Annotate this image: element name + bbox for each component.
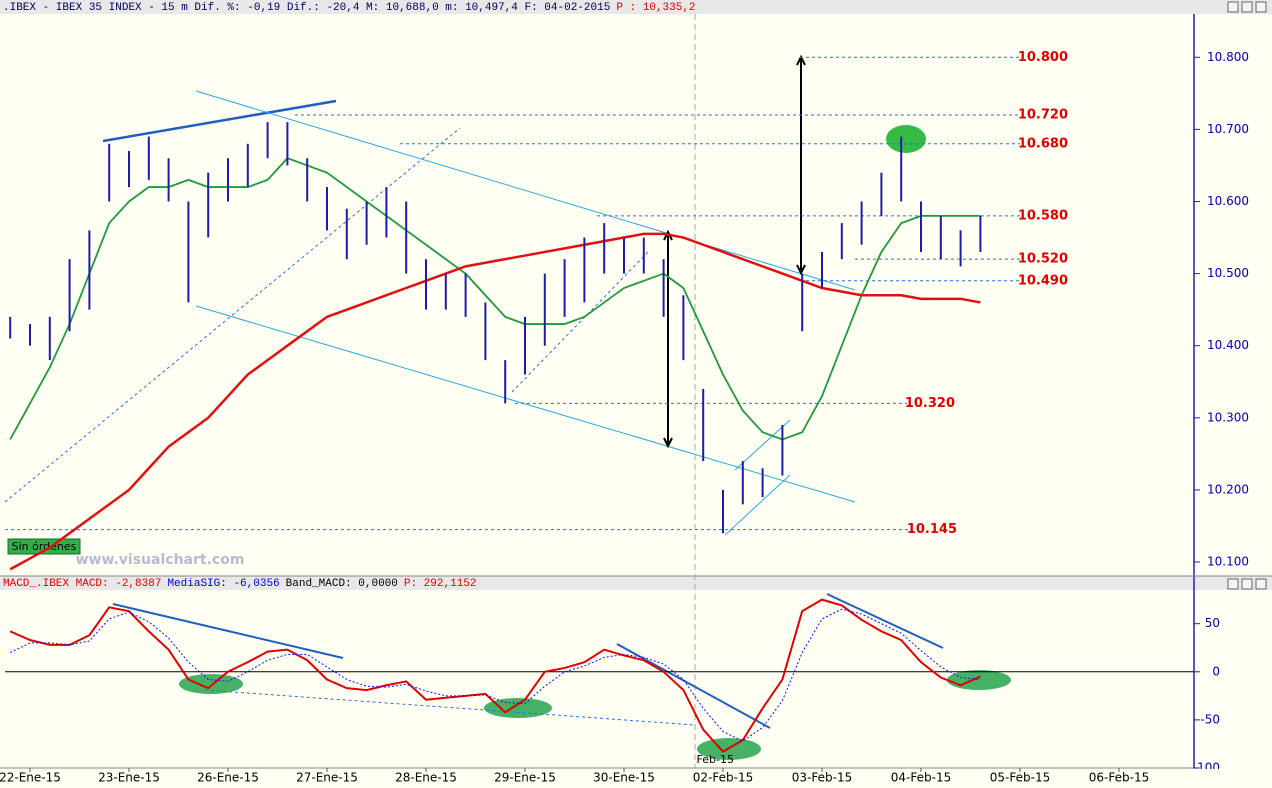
channel-line [734, 419, 791, 471]
y-tick-label: 10.600 [1207, 194, 1249, 208]
button-close[interactable] [1255, 1, 1267, 13]
y-tick-label: 50 [1205, 616, 1220, 630]
subtitle: P : 10,335,2 [616, 2, 695, 14]
trend-line [826, 593, 944, 649]
button-minimize[interactable] [1227, 578, 1239, 590]
signal-label: MediaSIG: -6,0356 [167, 578, 279, 590]
button-close[interactable] [1255, 578, 1267, 590]
title: .IBEX - IBEX 35 INDEX - 15 m Dif. %: -0,… [3, 2, 610, 14]
y-tick-label: -50 [1200, 712, 1220, 726]
price-label: P: 292,1152 [404, 578, 477, 590]
orders-button[interactable] [7, 538, 81, 555]
highlight [886, 125, 926, 153]
button-maximize[interactable] [1241, 578, 1253, 590]
level-label: 10.580 [1018, 208, 1068, 223]
moving-average [9, 232, 981, 571]
x-tick-label: 04-Feb-15 [891, 771, 951, 785]
y-tick-label: 10.200 [1207, 482, 1249, 496]
button-maximize[interactable] [1241, 1, 1253, 13]
level-label: 10.520 [1018, 252, 1068, 267]
channel-line [724, 474, 791, 536]
x-tick-label: 29-Ene-15 [494, 771, 556, 785]
x-tick-label: 06-Feb-15 [1089, 771, 1149, 785]
y-tick-label: 10.100 [1207, 555, 1249, 569]
highlight [179, 674, 243, 694]
level-label: 10.720 [1018, 107, 1068, 122]
x-tick-label: 03-Feb-15 [792, 771, 852, 785]
trend-line [102, 99, 337, 143]
channel-line [195, 305, 856, 503]
highlight [947, 670, 1011, 690]
macd-line [9, 608, 981, 742]
title-bar [0, 0, 1272, 14]
macd-title-bar [0, 576, 1272, 590]
x-axis-strip [0, 769, 1272, 788]
macd-title: MACD_.IBEX MACD: -2,8387 MediaSIG: -6,035… [3, 578, 477, 590]
chart-title: .IBEX - IBEX 35 INDEX - 15 m Dif. %: -0,… [3, 2, 696, 14]
band-label: Band_MACD: 0,0000 [286, 578, 398, 590]
y-tick-label: 10.400 [1207, 338, 1249, 352]
dashed-trend-line [204, 689, 696, 726]
x-tick-label: 26-Ene-15 [197, 771, 259, 785]
y-tick-label: 10.800 [1207, 50, 1249, 64]
level-label: 10.680 [1018, 136, 1068, 151]
x-tick-label: 02-Feb-15 [693, 771, 753, 785]
x-tick-label: 28-Ene-15 [395, 771, 457, 785]
window-buttons [1227, 1, 1267, 590]
watermark: www.visualchart.com [76, 552, 245, 568]
highlight [484, 698, 552, 718]
level-label: 10.145 [907, 522, 957, 537]
dashed-trend-line [4, 127, 461, 503]
y-tick-label: 0 [1212, 664, 1220, 678]
x-tick-label: 30-Ene-15 [593, 771, 655, 785]
arrow-head [663, 229, 673, 449]
x-tick-label: 05-Feb-15 [990, 771, 1050, 785]
x-tick-label: 27-Ene-15 [296, 771, 358, 785]
title: MACD_.IBEX MACD: -2,8387 [3, 578, 161, 590]
y-tick-label: 10.500 [1207, 266, 1249, 280]
level-label: 10.320 [905, 396, 955, 411]
marker-label: Feb-15 [697, 753, 734, 766]
button-minimize[interactable] [1227, 1, 1239, 13]
level-label: 10.800 [1018, 50, 1068, 65]
channel-line [195, 90, 856, 291]
macd-drawings [112, 593, 944, 729]
y-tick-label: 10.700 [1207, 122, 1249, 136]
plot-layer: 10.800 10.720 10.680 10.580 10.520 10.490 10.3… [0, 50, 1272, 788]
moving-average [9, 157, 981, 441]
level-label: 10.490 [1018, 273, 1068, 288]
trend-line [616, 643, 771, 729]
trend-line [112, 603, 344, 659]
x-tick-label: 22-Ene-15 [0, 771, 61, 785]
macd-line [9, 598, 981, 753]
y-tick-label: 10.300 [1207, 410, 1249, 424]
orders-button-label[interactable]: Sin órdenes [12, 540, 77, 553]
x-tick-label: 23-Ene-15 [98, 771, 160, 785]
